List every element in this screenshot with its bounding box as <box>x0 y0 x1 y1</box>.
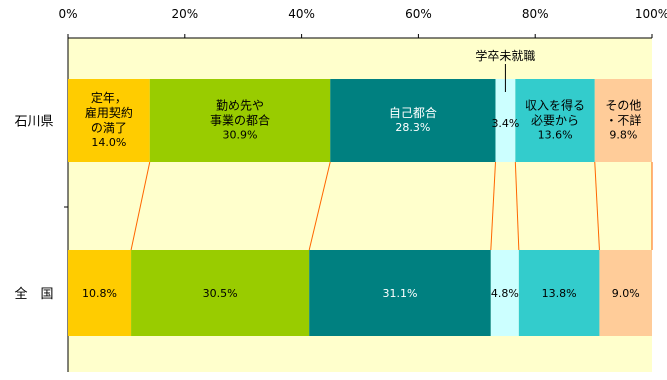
segment-label: ・不詳 <box>605 113 641 128</box>
bar-segment <box>518 250 600 336</box>
value-label: 13.8% <box>542 287 577 300</box>
bar-segment <box>68 250 132 336</box>
bar-segment <box>131 250 310 336</box>
value-label: 3.4% <box>491 117 519 130</box>
value-label: 4.8% <box>491 287 519 300</box>
connector-line <box>130 161 151 251</box>
segment-label: 収入を得る <box>525 98 585 113</box>
bar-segment <box>149 79 331 162</box>
connector-line <box>490 161 496 251</box>
x-tick-label: 0% <box>58 7 77 21</box>
segment-label: その他 <box>605 99 641 113</box>
segment-label: 事業の都合 <box>210 113 270 128</box>
value-label: 13.6% <box>538 129 573 142</box>
category-label: 全 国 <box>14 286 53 302</box>
bar-segment <box>330 79 496 162</box>
value-label: 30.9% <box>223 129 258 142</box>
connector-line <box>594 161 600 251</box>
value-label: 9.0% <box>612 287 640 300</box>
value-label: 9.8% <box>609 129 637 142</box>
value-label: 30.5% <box>203 287 238 300</box>
category-label: 石川県 <box>14 115 53 130</box>
bar-segment <box>594 79 652 162</box>
value-label: 10.8% <box>82 287 117 300</box>
connector-line <box>514 161 520 251</box>
bar-segment <box>515 79 595 162</box>
value-label: 31.1% <box>383 287 418 300</box>
value-label: 28.3% <box>395 121 430 134</box>
segment-label: 雇用契約 <box>85 105 133 120</box>
segment-label: 勤め先や <box>216 99 264 113</box>
connector-line <box>308 161 331 251</box>
bar-segment <box>309 250 491 336</box>
x-tick-label: 40% <box>288 7 315 21</box>
bar-segment <box>599 250 652 336</box>
x-tick-label: 60% <box>405 7 432 21</box>
segment-label: の満了 <box>91 121 127 135</box>
bar-segment <box>495 79 516 162</box>
x-tick-label: 20% <box>171 7 198 21</box>
segment-label: 必要から <box>531 114 579 128</box>
segment-label: 学卒未就職 <box>475 48 535 63</box>
x-tick-label: 80% <box>522 7 549 21</box>
segment-label: 定年， <box>91 90 127 105</box>
value-label: 14.0% <box>91 136 126 149</box>
segment-label: 自己都合 <box>389 105 437 120</box>
bar-segment <box>68 79 150 162</box>
x-tick-label: 100% <box>635 7 667 21</box>
bar-segment <box>490 250 519 336</box>
